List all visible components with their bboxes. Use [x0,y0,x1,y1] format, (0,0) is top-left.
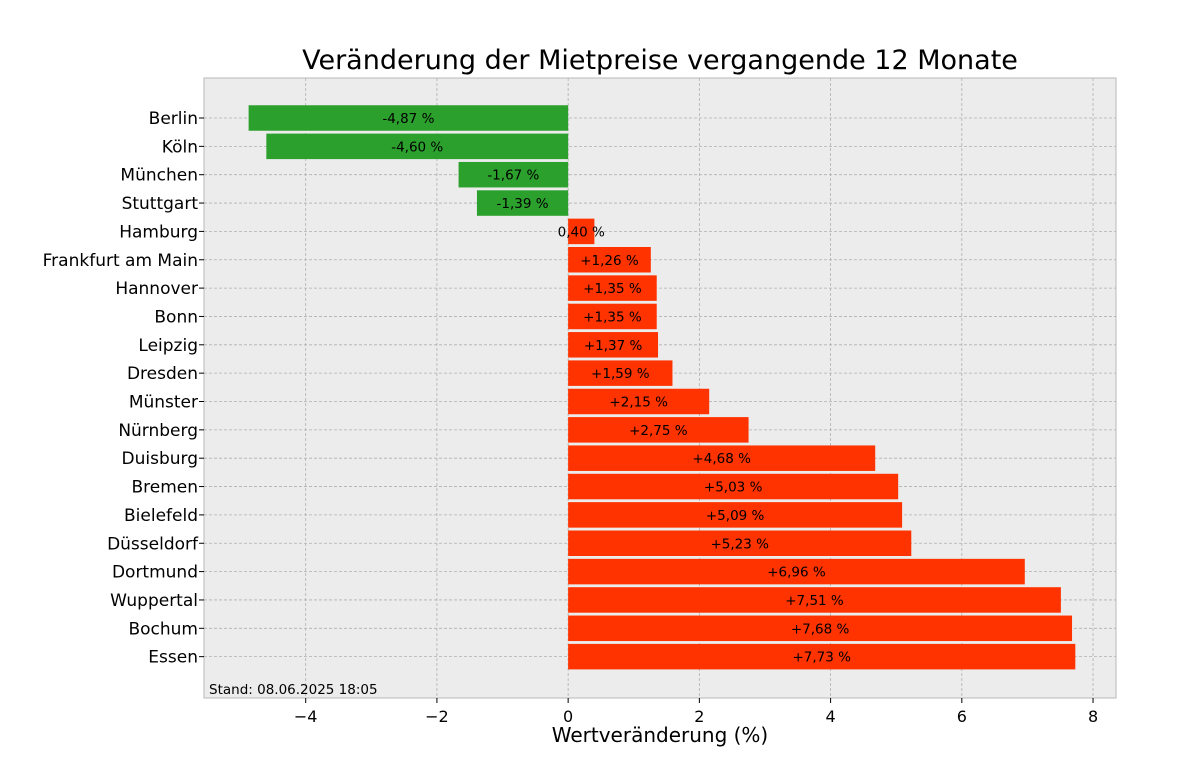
bar [568,417,749,443]
category-label: Stuttgart [122,194,199,214]
value-label: +1,59 % [591,366,650,382]
bar [568,530,912,556]
chart-title: Veränderung der Mietpreise vergangende 1… [302,45,1018,76]
value-label: +6,96 % [767,565,826,581]
category-label: Dresden [127,364,198,384]
category-label: Düsseldorf [107,534,199,554]
category-label: Bremen [131,478,198,498]
category-labels: Berlin Köln München Stuttgart Hamburg Frankfu… [43,109,204,668]
bar [458,161,569,188]
category-label: Duisburg [122,449,199,469]
value-label: +7,51 % [785,593,844,609]
value-label: -1,67 % [487,168,539,184]
category-label: Frankfurt am Main [43,251,198,271]
bars [248,105,1076,670]
bar [568,332,659,358]
category-label: Dortmund [112,563,198,583]
value-label: +5,09 % [706,508,765,524]
value-label: +1,35 % [583,309,642,325]
value-label: +2,15 % [609,395,668,411]
bar [568,360,673,386]
bar [568,445,876,471]
value-label: +5,23 % [710,536,769,552]
value-label: +2,75 % [629,423,688,439]
value-label: +5,03 % [704,480,763,496]
bar [568,587,1061,613]
value-label: +1,35 % [583,281,642,297]
bar [568,303,657,330]
category-label: Leipzig [138,336,198,356]
x-tick-label: 2 [694,707,704,726]
x-tick-label: 0 [563,707,573,726]
category-label: Münster [129,393,198,413]
bar [266,133,569,160]
category-label: Bonn [154,307,198,327]
category-label: München [120,166,198,186]
x-tick-label: −2 [425,707,449,726]
bar [568,502,903,528]
value-label: +1,37 % [584,338,643,354]
category-label: Hamburg [119,222,198,242]
value-label: +7,68 % [791,621,850,637]
bar [476,190,569,216]
value-label: 0,40 % [558,224,605,240]
category-label: Berlin [149,109,198,129]
category-label: Bochum [128,619,198,639]
bar [568,473,899,500]
category-label: Köln [162,137,198,157]
bar [568,218,595,245]
bar [568,558,1025,585]
value-labels: -4,87 % -4,60 % -1,67 % -1,39 % 0,40 % +1,26 … [382,111,851,666]
x-tick-label: −4 [294,707,318,726]
value-label: -4,87 % [382,111,434,127]
value-label: +4,68 % [692,451,751,467]
x-axis-label: Wertveränderung (%) [552,723,769,747]
category-label: Essen [148,648,198,668]
bar [568,275,657,301]
bar [568,388,710,415]
category-label: Bielefeld [124,506,198,526]
category-label: Hannover [115,279,198,299]
x-tick-label: 4 [825,707,835,726]
value-label: +1,26 % [580,253,639,269]
bar [568,643,1076,670]
bar [248,105,569,131]
category-label: Wuppertal [110,591,198,611]
value-label: -4,60 % [391,139,443,155]
bar [568,247,651,273]
timestamp-note: Stand: 08.06.2025 18:05 [209,682,378,698]
bar [568,615,1073,642]
category-label: Nürnberg [118,421,198,441]
value-label: -1,39 % [497,196,549,212]
x-tick-label: 8 [1088,707,1098,726]
x-tick-label: 6 [957,707,967,726]
x-tick-labels: −4 −2 0 2 4 6 8 [294,698,1098,726]
value-label: +7,73 % [792,650,851,666]
